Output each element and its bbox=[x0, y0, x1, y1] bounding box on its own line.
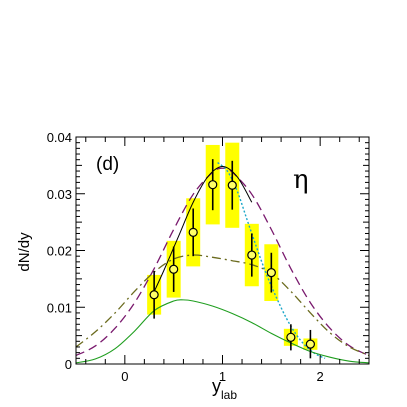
data-point-5 bbox=[247, 250, 257, 260]
curve-green-solid bbox=[75, 299, 370, 364]
panel-label: (d) bbox=[96, 154, 119, 175]
y-tick-label-3: 0.03 bbox=[47, 187, 72, 202]
data-point-3 bbox=[208, 180, 218, 190]
data-points bbox=[149, 159, 315, 359]
curve-olive-dashdot bbox=[75, 254, 370, 357]
data-point-0 bbox=[149, 290, 159, 300]
x-tick-label-0: 0 bbox=[121, 369, 128, 384]
curve-black-solid bbox=[151, 166, 253, 297]
y-tick-label-0: 0 bbox=[65, 357, 72, 372]
x-tick-label-1: 1 bbox=[219, 369, 226, 384]
y-axis-label: dN/dy bbox=[16, 232, 33, 272]
model-curves bbox=[75, 161, 370, 364]
y-tick-label-2: 0.02 bbox=[47, 244, 72, 259]
axes-frame bbox=[75, 136, 370, 365]
y-tick-label-1: 0.01 bbox=[47, 300, 72, 315]
data-point-6 bbox=[266, 268, 276, 278]
x-axis-label-subscript: lab bbox=[221, 388, 237, 402]
data-point-1 bbox=[169, 264, 179, 274]
data-point-8 bbox=[305, 339, 315, 349]
plot-frame bbox=[75, 136, 370, 365]
axis-ticks: 0 1 2 0 0.01 0.02 0.03 0.04 bbox=[47, 130, 369, 384]
x-axis-label-main: y bbox=[212, 376, 221, 396]
data-point-2 bbox=[188, 227, 198, 237]
curve-purple-dashed bbox=[75, 167, 370, 357]
x-tick-label-2: 2 bbox=[317, 369, 324, 384]
data-point-7 bbox=[286, 332, 296, 342]
y-tick-label-4: 0.04 bbox=[47, 130, 72, 145]
x-axis-label: ylab bbox=[212, 376, 237, 402]
data-point-4 bbox=[227, 180, 237, 190]
particle-label: η bbox=[293, 165, 309, 195]
